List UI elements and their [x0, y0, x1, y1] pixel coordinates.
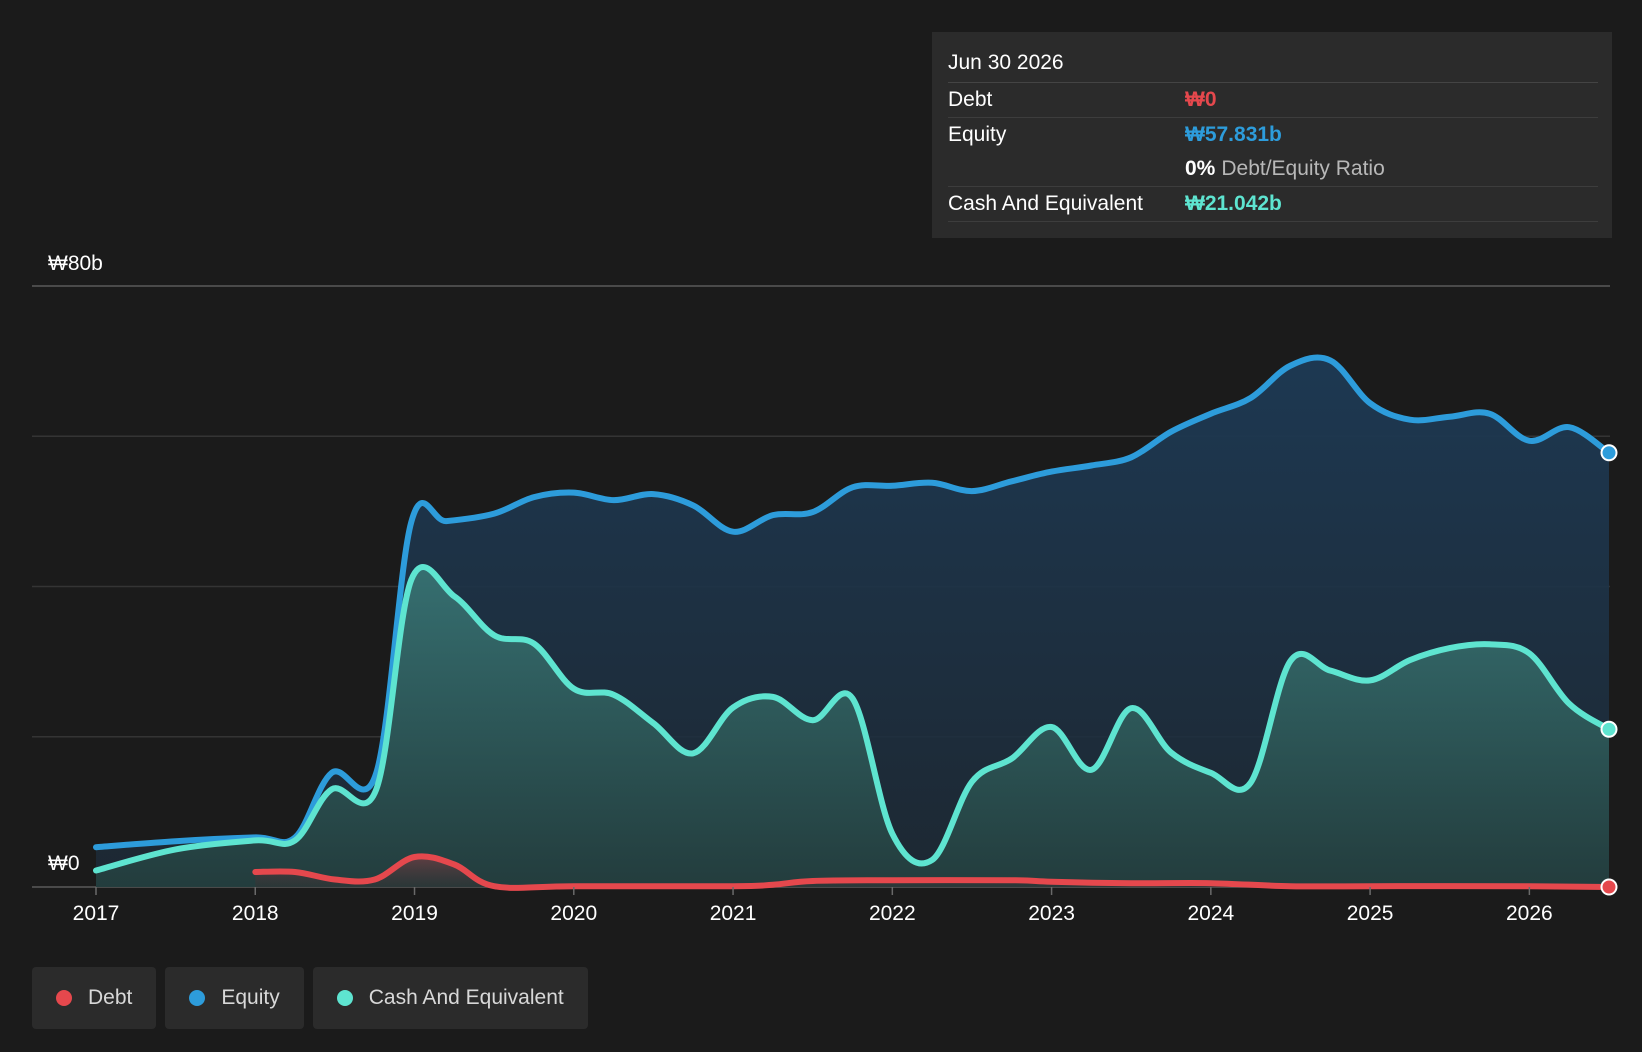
legend-cash-label: Cash And Equivalent [368, 986, 564, 1009]
tooltip-equity-row: Equity ₩57.831b [948, 118, 1598, 152]
tooltip-equity-value: ₩57.831b [1185, 123, 1282, 146]
x-tick-label-2018: 2018 [232, 902, 279, 925]
legend-item-debt[interactable]: Debt [32, 967, 157, 1029]
tooltip-equity-label: Equity [948, 123, 1007, 146]
equity-end-marker [1600, 444, 1618, 462]
x-tick-label-2019: 2019 [391, 902, 438, 925]
tooltip-panel: Jun 30 2026 Debt ₩0 Equity ₩57.831b 0% D… [932, 32, 1612, 238]
x-axis-ticks: 2017 2018 2019 2020 2021 2022 2023 2024 2025 2026 [73, 887, 1553, 925]
x-tick-label-2026: 2026 [1506, 902, 1553, 925]
series-layer [93, 354, 1618, 896]
legend-equity-dot-icon [189, 990, 206, 1006]
y-axis-top-label: ₩80b [48, 252, 103, 275]
cash-end-marker [1600, 720, 1618, 738]
chart-legend: Debt Equity Cash And Equivalent [32, 967, 588, 1029]
x-tick-label-2025: 2025 [1347, 902, 1394, 925]
cash-line [93, 564, 1612, 874]
equity-line [93, 354, 1612, 851]
legend-item-cash[interactable]: Cash And Equivalent [312, 967, 588, 1029]
debt-line [252, 853, 1612, 891]
tooltip-ratio-value: 0% [1185, 157, 1216, 180]
debt-end-marker [1600, 878, 1618, 896]
x-tick-label-2022: 2022 [869, 902, 916, 925]
x-tick-label-2023: 2023 [1028, 902, 1075, 925]
cash-area [96, 566, 1609, 887]
legend-equity-label: Equity [221, 986, 280, 1009]
tooltip-date: Jun 30 2026 [948, 44, 1598, 83]
x-tick-label-2024: 2024 [1187, 902, 1234, 925]
x-tick-label-2021: 2021 [710, 902, 757, 925]
tooltip-debt-row: Debt ₩0 [948, 83, 1598, 118]
tooltip-cash-row: Cash And Equivalent ₩21.042b [948, 187, 1598, 222]
x-tick-label-2020: 2020 [550, 902, 597, 925]
tooltip-debt-label: Debt [948, 88, 993, 111]
legend-cash-dot-icon [336, 990, 353, 1006]
y-axis-bottom-label: ₩0 [48, 852, 80, 875]
tooltip-debt-value: ₩0 [1185, 88, 1217, 111]
tooltip-cash-value: ₩21.042b [1185, 192, 1282, 215]
legend-debt-label: Debt [88, 986, 133, 1009]
legend-item-equity[interactable]: Equity [165, 967, 304, 1029]
tooltip-ratio-label: Debt/Equity Ratio [1221, 157, 1385, 180]
tooltip-ratio-row: 0% Debt/Equity Ratio [948, 152, 1598, 187]
legend-debt-dot-icon [56, 990, 72, 1006]
x-tick-label-2017: 2017 [73, 902, 120, 925]
tooltip-cash-label: Cash And Equivalent [948, 192, 1143, 215]
